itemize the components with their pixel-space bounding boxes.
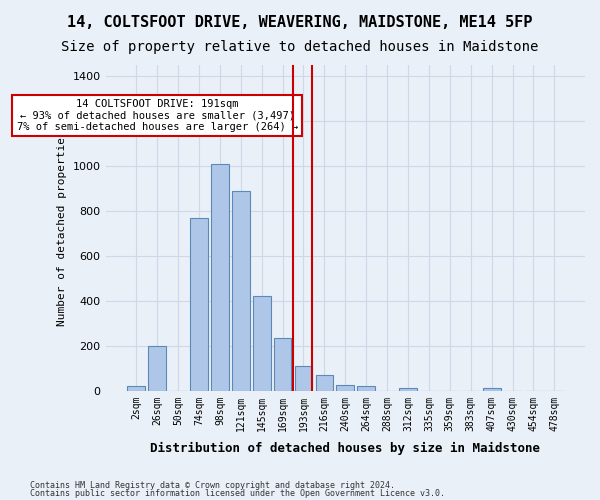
Bar bbox=[190, 218, 208, 390]
Bar bbox=[399, 388, 417, 390]
Bar bbox=[253, 296, 271, 390]
Bar bbox=[211, 164, 229, 390]
Text: Size of property relative to detached houses in Maidstone: Size of property relative to detached ho… bbox=[61, 40, 539, 54]
X-axis label: Distribution of detached houses by size in Maidstone: Distribution of detached houses by size … bbox=[150, 442, 540, 455]
Y-axis label: Number of detached properties: Number of detached properties bbox=[57, 130, 67, 326]
Bar bbox=[274, 338, 292, 390]
Bar bbox=[127, 386, 145, 390]
Bar bbox=[316, 375, 333, 390]
Text: Contains public sector information licensed under the Open Government Licence v3: Contains public sector information licen… bbox=[30, 488, 445, 498]
Text: Contains HM Land Registry data © Crown copyright and database right 2024.: Contains HM Land Registry data © Crown c… bbox=[30, 481, 395, 490]
Bar bbox=[148, 346, 166, 391]
Bar bbox=[483, 388, 500, 390]
Bar bbox=[232, 191, 250, 390]
Bar bbox=[358, 386, 375, 390]
Text: 14, COLTSFOOT DRIVE, WEAVERING, MAIDSTONE, ME14 5FP: 14, COLTSFOOT DRIVE, WEAVERING, MAIDSTON… bbox=[67, 15, 533, 30]
Bar bbox=[337, 385, 354, 390]
Bar bbox=[295, 366, 313, 390]
Text: 14 COLTSFOOT DRIVE: 191sqm
← 93% of detached houses are smaller (3,497)
7% of se: 14 COLTSFOOT DRIVE: 191sqm ← 93% of deta… bbox=[17, 98, 298, 132]
